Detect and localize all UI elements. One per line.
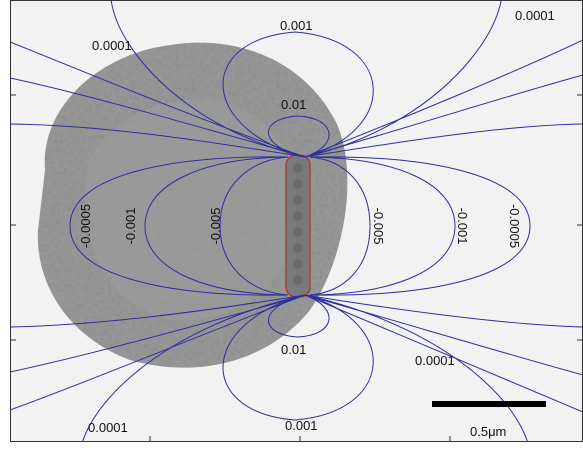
contour-neg-left-00005 (69, 156, 289, 296)
rod-segments (293, 163, 303, 285)
contour-ray-3 (10, 123, 306, 158)
contour-ray-2 (10, 77, 306, 158)
contour-labels: 0.0001 0.0001 0.001 0.01 0.01 0.001 0.00… (78, 8, 555, 435)
label-top-01: 0.01 (281, 97, 306, 112)
contour-top-0001 (110, 0, 502, 158)
contour-neg-right-0001 (309, 156, 456, 296)
contour-top-01 (268, 115, 330, 158)
label-neg-right-0005: -0.005 (371, 208, 386, 245)
contour-neg-left-0001 (144, 156, 289, 296)
contour-ray-12 (304, 294, 583, 328)
label-bottom-right: 0.0001 (415, 353, 455, 368)
cell-inner-mottling (84, 99, 300, 320)
scale-bar (432, 401, 546, 407)
label-neg-left-0005: -0.005 (208, 208, 223, 245)
contour-lines (10, 0, 583, 442)
label-top-001: 0.001 (280, 18, 313, 33)
contour-ray-1 (10, 41, 306, 158)
label-neg-left-0001: -0.001 (123, 208, 138, 245)
contour-ray-9 (10, 294, 306, 328)
contour-top-001 (222, 31, 374, 158)
label-top-right: 0.0001 (515, 8, 555, 23)
contour-ray-5 (304, 74, 583, 158)
contour-bottom-01 (268, 294, 330, 338)
contour-neg-left-0005 (219, 156, 289, 296)
label-bottom-01: 0.01 (281, 342, 306, 357)
contour-ray-8 (10, 294, 306, 373)
label-neg-left-00005: -0.0005 (78, 204, 93, 248)
contour-neg-right-00005 (309, 156, 531, 296)
label-bottom-left: 0.0001 (88, 420, 128, 435)
label-top-left: 0.0001 (92, 38, 132, 53)
label-bottom-001: 0.001 (285, 418, 318, 433)
contour-ray-7 (10, 294, 306, 411)
contour-ray-11 (304, 294, 583, 376)
contour-ray-10 (304, 294, 583, 413)
label-neg-right-0001: -0.001 (455, 208, 470, 245)
scale-bar-label: 0.5μm (470, 424, 506, 439)
contour-neg-right-0005 (309, 156, 371, 296)
contour-bottom-001 (222, 294, 374, 421)
contour-ray-6 (304, 123, 583, 158)
label-neg-right-00005: -0.0005 (507, 204, 522, 248)
rod-body (286, 155, 310, 297)
contour-ray-4 (304, 39, 583, 158)
